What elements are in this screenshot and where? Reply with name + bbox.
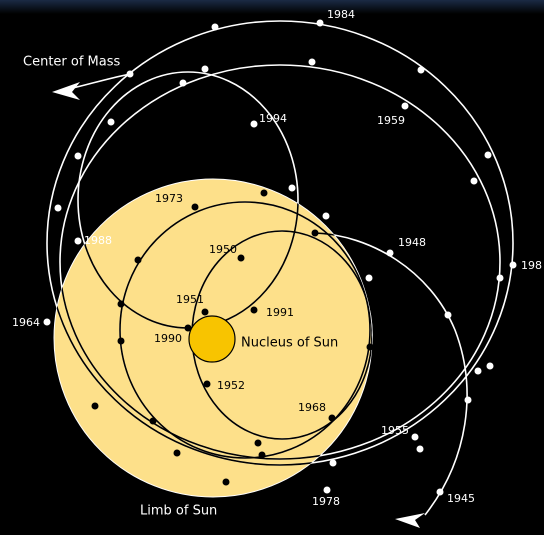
arrowhead	[395, 513, 425, 528]
year-label: 1968	[298, 401, 326, 414]
sky-strip	[0, 0, 544, 14]
year-label: 1951	[176, 293, 204, 306]
year-dots-inner	[91, 189, 374, 486]
label: Limb of Sun	[140, 504, 217, 519]
year-label: 198	[521, 259, 542, 272]
year-label: 1952	[217, 379, 245, 392]
year-label: 1994	[259, 112, 287, 125]
year-label: 1978	[312, 495, 340, 508]
year-label: 1959	[377, 114, 405, 127]
year-label: 1950	[209, 243, 237, 256]
year-label: 1984	[327, 8, 355, 21]
year-label: 1990	[154, 332, 182, 345]
arrowhead	[52, 82, 80, 100]
year-label: 1988	[84, 234, 112, 247]
year-label: 1964	[12, 316, 40, 329]
label: Nucleus of Sun	[241, 336, 338, 351]
year-label: 1973	[155, 192, 183, 205]
year-label: 1955	[381, 424, 409, 437]
year-label: 1991	[266, 306, 294, 319]
year-label: 1945	[447, 492, 475, 505]
sun-nucleus	[188, 315, 236, 363]
label: Center of Mass	[23, 55, 121, 70]
year-dots-outer	[43, 19, 517, 496]
year-label: 1948	[398, 236, 426, 249]
